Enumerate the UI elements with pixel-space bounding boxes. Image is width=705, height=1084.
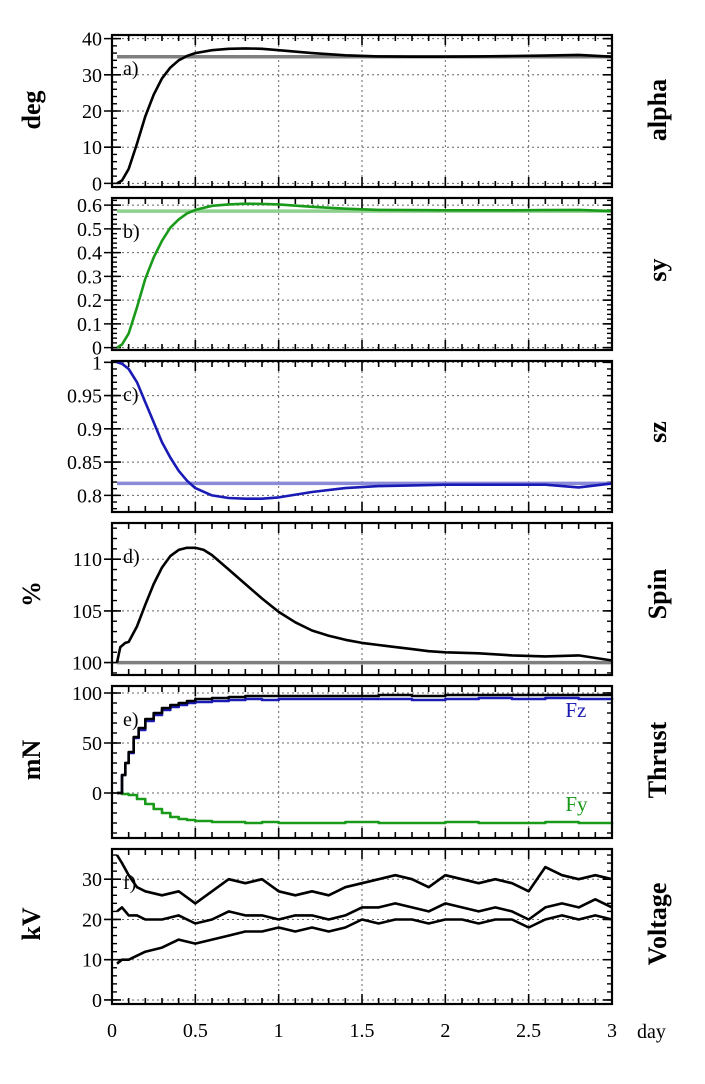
right-panel-label: sy (643, 258, 672, 281)
series-line-fy (117, 791, 614, 825)
series-line-fz (117, 696, 614, 795)
y-tick-label: 1 (92, 352, 102, 374)
panel-5: 0 50 100 e) mN Thrust Fz Fy (17, 683, 672, 840)
y-axis-label: deg (17, 91, 46, 130)
x-axis-unit: day (637, 1021, 666, 1043)
x-tick-label: 1 (274, 1020, 284, 1042)
y-tick-label: 20 (82, 909, 102, 931)
panel-frame (110, 684, 614, 840)
y-tick-label: 105 (72, 601, 102, 623)
y-axis-label: mN (17, 740, 46, 781)
right-panel-label: alpha (643, 79, 672, 141)
panel-frame (110, 33, 614, 189)
y-axis-label: kV (17, 907, 46, 940)
y-tick-label: 40 (82, 29, 102, 51)
y-tick-label: 30 (82, 65, 102, 87)
y-tick-label: 100 (72, 683, 102, 705)
series-label-fy: Fy (565, 792, 588, 816)
right-panel-label: sz (643, 421, 672, 443)
x-tick-label: 0 (107, 1020, 117, 1042)
y-tick-label: 10 (82, 950, 102, 972)
y-tick-label: 0 (92, 173, 102, 195)
x-tick-label: 3 (607, 1020, 617, 1042)
panel-6: 0 10 20 30 f) kV Voltage (17, 847, 672, 1012)
y-tick-label: 0.85 (67, 452, 102, 474)
y-tick-label: 0.6 (77, 195, 102, 217)
y-tick-label: 0 (92, 990, 102, 1012)
y-tick-label: 10 (82, 137, 102, 159)
y-tick-label: 0.5 (77, 219, 102, 241)
panel-frame (110, 359, 614, 514)
series-line-actual (115, 546, 613, 663)
x-tick-label: 2.5 (516, 1020, 541, 1042)
series-line-line-1 (116, 898, 613, 925)
x-tick-label: 1.5 (350, 1020, 375, 1042)
panel-frame (110, 521, 614, 677)
y-tick-label: 0.95 (67, 386, 102, 408)
series-line-line-2 (117, 693, 612, 795)
panel-frame (110, 847, 614, 1006)
panel-label: c) (123, 384, 139, 406)
y-tick-label: 100 (72, 653, 102, 675)
x-tick-label: 0.5 (183, 1020, 208, 1042)
panel-2: 00.10.20.30.40.50.6 b) sy (77, 195, 672, 360)
panel-frame (110, 196, 614, 352)
right-panel-label: Voltage (643, 883, 672, 966)
panel-1: 0 10 20 30 40 a) deg alpha (17, 29, 672, 196)
y-tick-label: 0.2 (77, 290, 102, 312)
y-tick-label: 0.4 (77, 243, 102, 265)
panel-label: b) (123, 221, 140, 243)
right-panel-label: Thrust (643, 721, 672, 798)
panel-3: 0.8 0.85 0.9 0.95 1 c) sz (67, 352, 672, 514)
y-tick-label: 0 (92, 783, 102, 805)
panel-label: e) (123, 709, 139, 731)
x-tick-label: 2 (440, 1020, 450, 1042)
series-line-actual (116, 361, 613, 500)
y-tick-label: 0.3 (77, 266, 102, 288)
y-tick-label: 0.1 (77, 314, 102, 336)
y-tick-label: 0.8 (77, 485, 102, 507)
y-tick-label: 0.9 (77, 419, 102, 441)
y-tick-label: 110 (73, 549, 102, 571)
series-line-line-0 (115, 854, 613, 905)
y-tick-label: 50 (82, 733, 102, 755)
panel-4: 100 105 110 d)% Spin (17, 521, 672, 677)
panel-label: a) (123, 58, 139, 80)
y-tick-label: 0 (92, 338, 102, 360)
series-line-actual (116, 47, 613, 185)
y-axis-label: % (17, 581, 46, 607)
series-line-line-2 (116, 914, 613, 965)
right-panel-label: Spin (643, 568, 672, 619)
series-label-fz: Fz (565, 698, 586, 722)
panel-label: f) (123, 872, 136, 894)
series-line-actual (116, 202, 613, 349)
panel-label: d) (123, 546, 140, 568)
y-tick-label: 20 (82, 101, 102, 123)
y-tick-label: 30 (82, 869, 102, 891)
